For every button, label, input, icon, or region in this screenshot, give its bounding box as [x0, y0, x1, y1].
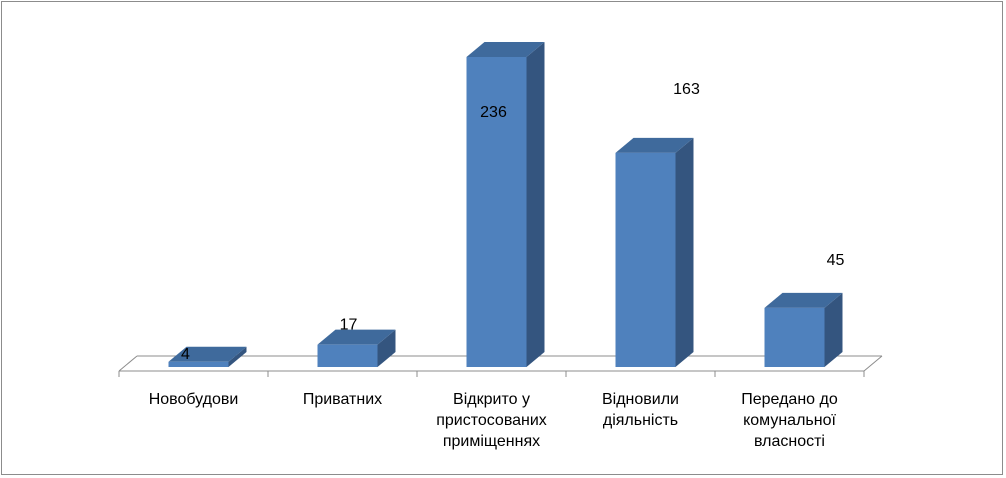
x-tick-label: Новобудови: [149, 391, 239, 408]
bar-side-face: [675, 137, 694, 367]
bar-side-face: [526, 42, 545, 367]
floor-right-edge: [863, 355, 883, 372]
x-tick-label: Приватних: [303, 391, 382, 408]
bar: [168, 346, 247, 367]
bar-top-face: [764, 292, 843, 308]
x-tick-label: діяльність: [603, 412, 678, 429]
bar-front-face: [764, 307, 825, 367]
data-label: 163: [673, 81, 700, 98]
labels-group: 4 Новобудови 17 Приватних 236 Відкрито у прист…: [149, 81, 845, 450]
x-tick-label: пристосованих: [436, 412, 547, 429]
data-label: 17: [340, 317, 358, 334]
bar-front-face: [466, 57, 527, 367]
x-tick-label: Передано до: [741, 391, 838, 408]
floor-left-edge: [118, 355, 138, 372]
bar-front-face: [317, 344, 378, 367]
bar-side-face: [377, 329, 396, 367]
bar: [764, 292, 843, 367]
bar: [466, 42, 545, 367]
x-tick-label: Відновили: [602, 391, 679, 408]
bar-top-face: [317, 329, 396, 345]
data-label: 236: [480, 104, 507, 121]
bar-side-face: [228, 346, 247, 367]
bars-group: [168, 42, 843, 367]
bar-top-face: [466, 42, 545, 57]
x-tick-label: Відкрито у: [453, 391, 530, 408]
x-tick-label: власності: [754, 433, 825, 450]
bar-top-face: [168, 346, 247, 362]
x-tick-label: комунальної: [743, 412, 836, 429]
data-label: 45: [827, 252, 845, 269]
bar-side-face: [824, 292, 843, 367]
bar-top-face: [615, 137, 694, 153]
bar-front-face: [615, 152, 676, 367]
bar-front-face: [168, 361, 229, 367]
data-label: 4: [181, 346, 190, 363]
bar: [615, 137, 694, 367]
bar: [317, 329, 396, 367]
x-tick-label: приміщеннях: [443, 433, 540, 450]
